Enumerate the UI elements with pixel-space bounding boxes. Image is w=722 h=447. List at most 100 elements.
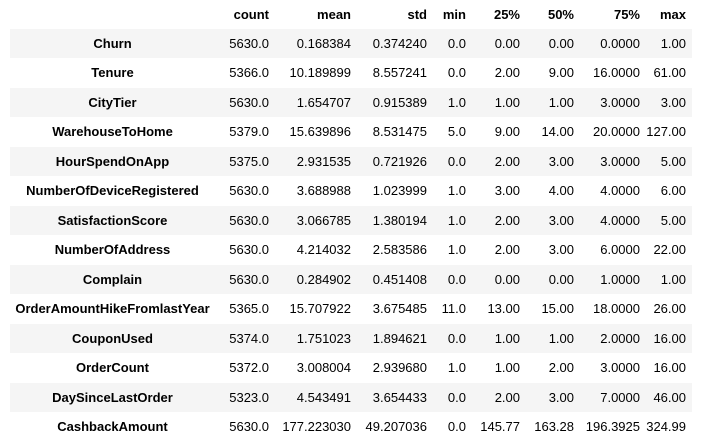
cell-25: 145.77 [480,419,520,435]
cell-mean: 4.543491 [296,389,351,405]
table-row: HourSpendOnApp 5375.0 2.931535 0.721926 0.0 2… [10,146,692,176]
cell-25: 1.00 [494,360,520,376]
cell-mean: 177.223030 [282,419,351,435]
cell-25: 0.00 [494,36,520,51]
row-label: SatisfactionScore [57,212,168,228]
row-label: Churn [93,36,132,51]
row-label: Complain [82,271,143,287]
cell-min: 1.0 [447,94,466,110]
cell-50: 3.00 [548,153,574,169]
cell-mean: 1.751023 [296,330,351,346]
column-header-75: 75% [580,0,646,29]
cell-min: 1.0 [447,242,466,258]
cell-50: 1.00 [548,94,574,110]
cell-std: 2.939680 [372,360,427,376]
cell-std: 3.675485 [372,301,427,317]
cell-count: 5372.0 [229,360,269,376]
table-header: count mean std min 25% 50% 75% max [10,0,692,29]
row-label: DaySinceLastOrder [52,389,173,405]
table-row: OrderAmountHikeFromlastYear 5365.0 15.7079… [10,294,692,324]
cell-25: 2.00 [494,212,520,228]
cell-min: 0.0 [447,271,466,287]
row-label: OrderCount [76,360,149,376]
row-label: OrderAmountHikeFromlastYear [15,301,210,317]
cell-75: 4.0000 [600,212,640,228]
column-header-mean: mean [275,0,357,29]
table-row: DaySinceLastOrder 5323.0 4.543491 3.654433 0… [10,382,692,412]
cell-25: 2.00 [494,153,520,169]
cell-50: 3.00 [548,389,574,405]
cell-25: 0.00 [494,271,520,287]
cell-min: 0.0 [447,65,466,81]
cell-75: 20.0000 [593,124,640,140]
cell-std: 0.374240 [372,36,427,51]
cell-50: 15.00 [541,301,574,317]
table-row: SatisfactionScore 5630.0 3.066785 1.380194 1… [10,205,692,235]
cell-75: 16.0000 [593,65,640,81]
cell-min: 0.0 [447,330,466,346]
cell-count: 5630.0 [229,271,269,287]
cell-max: 6.00 [660,183,686,199]
cell-75: 3.0000 [600,153,640,169]
column-header-min: min [433,0,472,29]
table-body: Churn 5630.0 0.168384 0.374240 0.0 0.00 0.00 0.… [10,28,692,442]
row-label: Tenure [91,65,134,81]
cell-50: 2.00 [548,360,574,376]
cell-min: 0.0 [447,389,466,405]
cell-max: 26.00 [653,301,686,317]
cell-std: 0.721926 [372,153,427,169]
cell-mean: 3.008004 [296,360,351,376]
cell-mean: 2.931535 [296,153,351,169]
column-header-std: std [357,0,433,29]
cell-25: 9.00 [494,124,520,140]
cell-mean: 4.214032 [296,242,351,258]
cell-std: 8.557241 [372,65,427,81]
cell-mean: 3.688988 [296,183,351,199]
row-label: CouponUsed [72,330,153,346]
cell-min: 5.0 [447,124,466,140]
cell-count: 5630.0 [229,183,269,199]
cell-mean: 0.284902 [296,271,351,287]
index-header [10,0,215,29]
cell-75: 196.3925 [585,419,640,435]
table-row: OrderCount 5372.0 3.008004 2.939680 1.0 1.00 2… [10,353,692,383]
table-row: Churn 5630.0 0.168384 0.374240 0.0 0.00 0.00 0.… [10,28,692,58]
cell-50: 3.00 [548,242,574,258]
cell-min: 0.0 [447,419,466,435]
cell-75: 1.0000 [600,271,640,287]
column-header-25: 25% [472,0,526,29]
cell-25: 1.00 [494,94,520,110]
cell-75: 3.0000 [600,94,640,110]
cell-25: 2.00 [494,389,520,405]
cell-50: 14.00 [541,124,574,140]
cell-max: 46.00 [653,389,686,405]
cell-50: 0.00 [548,36,574,51]
cell-std: 2.583586 [372,242,427,258]
cell-std: 1.023999 [372,183,427,199]
cell-count: 5375.0 [229,153,269,169]
cell-max: 61.00 [653,65,686,81]
cell-mean: 1.654707 [296,94,351,110]
cell-min: 1.0 [447,183,466,199]
cell-count: 5365.0 [229,301,269,317]
cell-75: 7.0000 [600,389,640,405]
cell-min: 11.0 [441,301,466,317]
cell-50: 0.00 [548,271,574,287]
cell-std: 8.531475 [372,124,427,140]
cell-max: 5.00 [660,212,686,228]
table-row: WarehouseToHome 5379.0 15.639896 8.531475 5.… [10,117,692,147]
cell-std: 1.380194 [372,212,427,228]
cell-max: 127.00 [646,124,686,140]
cell-75: 4.0000 [600,183,640,199]
cell-25: 3.00 [494,183,520,199]
cell-mean: 0.168384 [296,36,351,51]
cell-mean: 15.707922 [289,301,351,317]
column-header-count: count [215,0,275,29]
row-label: WarehouseToHome [52,124,173,140]
cell-50: 4.00 [548,183,574,199]
table-row: CityTier 5630.0 1.654707 0.915389 1.0 1.00 1.0… [10,87,692,117]
column-header-50: 50% [526,0,580,29]
table-row: CashbackAmount 5630.0 177.223030 49.207036 0… [10,412,692,442]
cell-std: 3.654433 [372,389,427,405]
cell-25: 2.00 [494,65,520,81]
